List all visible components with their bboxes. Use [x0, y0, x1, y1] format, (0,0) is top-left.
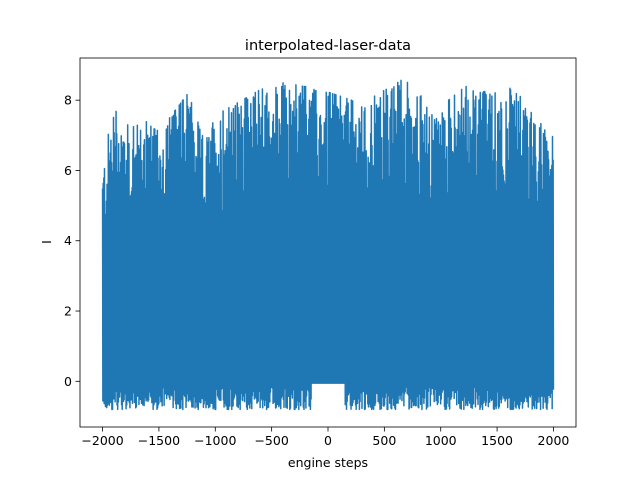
y-tick-label: 0 [64, 374, 72, 389]
x-axis-label: engine steps [288, 455, 368, 470]
y-tick-label: 6 [64, 163, 72, 178]
x-tick-label: −2000 [81, 433, 123, 448]
x-tick-label: 1500 [481, 433, 513, 448]
x-tick-label: −1500 [138, 433, 180, 448]
x-tick-label: 500 [372, 433, 396, 448]
x-axis: −2000 −1500 −1000 −500 0 500 1000 1500 2000 [81, 427, 569, 448]
y-tick-label: 8 [64, 93, 72, 108]
y-tick-label: 4 [64, 233, 72, 248]
x-tick-label: 0 [324, 433, 332, 448]
series-layer [101, 79, 555, 411]
y-axis: 0 2 4 6 8 [64, 93, 80, 389]
x-tick-label: −1000 [194, 433, 236, 448]
x-tick-label: 1000 [425, 433, 457, 448]
x-tick-label: 2000 [538, 433, 570, 448]
chart-title: interpolated-laser-data [245, 38, 411, 54]
y-tick-label: 2 [64, 304, 72, 319]
series-line [101, 79, 555, 411]
y-axis-label: I [39, 240, 54, 244]
x-tick-label: −500 [254, 433, 288, 448]
